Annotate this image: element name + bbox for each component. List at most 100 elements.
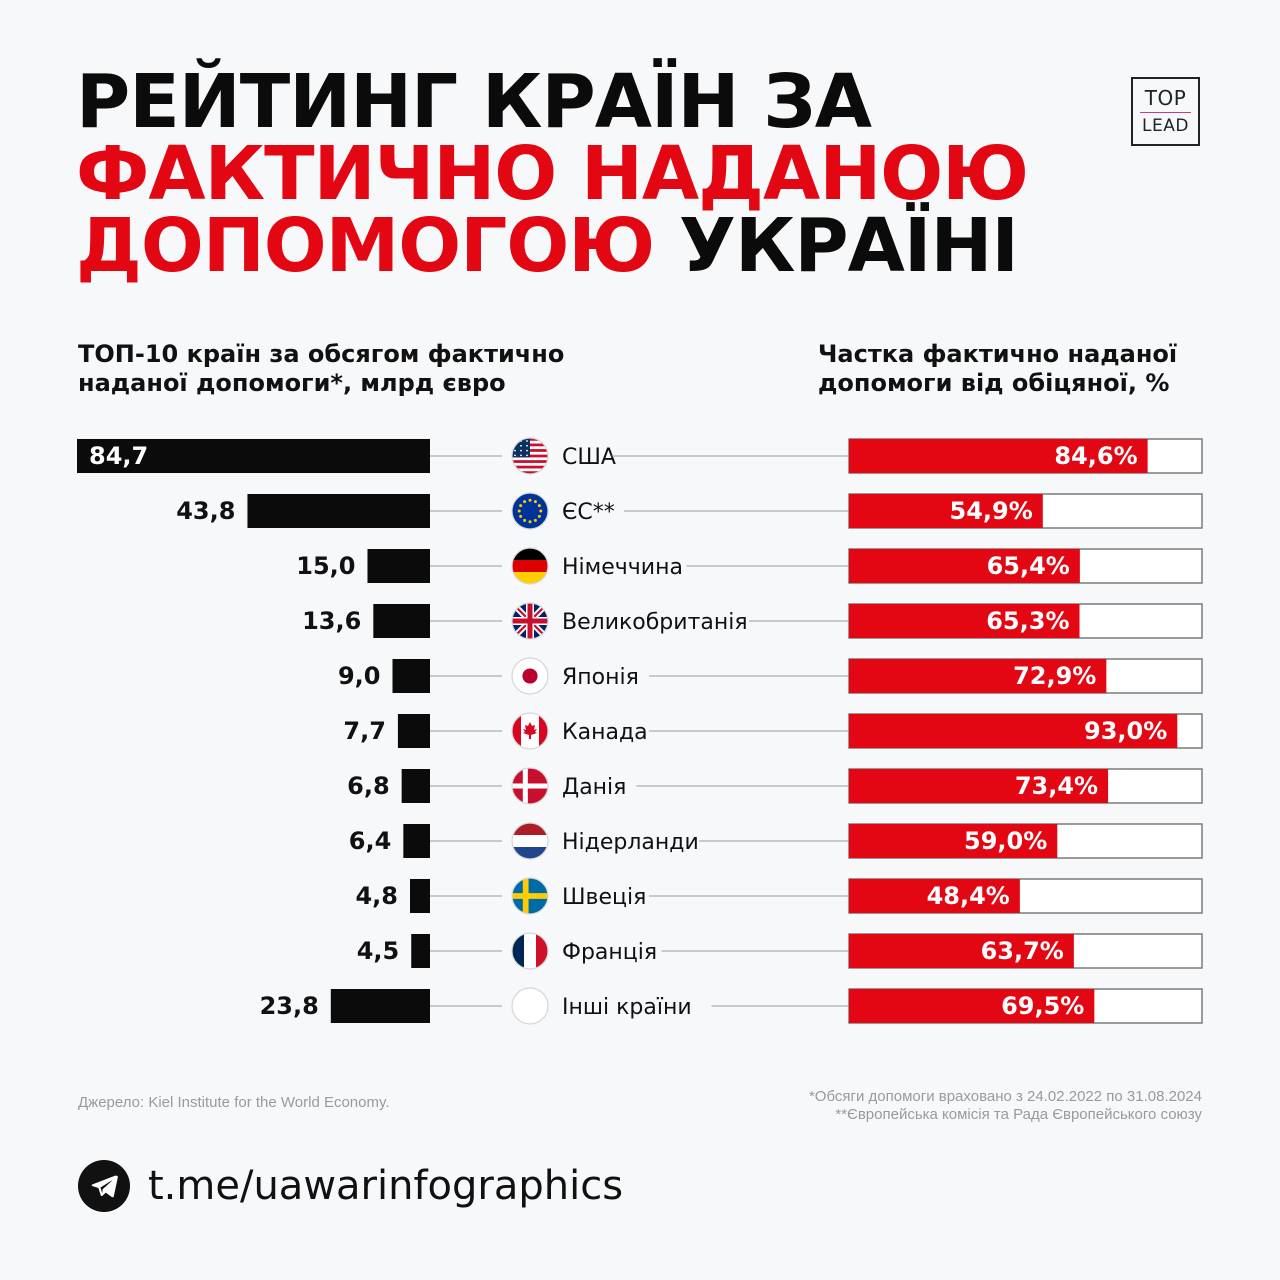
country-name: Німеччина bbox=[562, 555, 683, 580]
country-name: ЄС** bbox=[562, 500, 615, 525]
chart-row: 4,5 Франція 63,7% bbox=[357, 932, 1203, 970]
country-name: Японія bbox=[562, 665, 639, 690]
source-note: Джерело: Kiel Institute for the World Ec… bbox=[78, 1094, 390, 1111]
dk-flag-icon-outline bbox=[511, 767, 549, 805]
chart-row: 6,4 Нідерланди 59,0% bbox=[349, 822, 1203, 860]
chart-row: 4,8 Швеція 48,4% bbox=[355, 877, 1203, 915]
country-name: Франція bbox=[562, 940, 657, 965]
chart-row: 15,0 Німеччина 65,4% bbox=[296, 547, 1203, 585]
country-name: Нідерланди bbox=[562, 830, 699, 855]
gb-flag-icon-outline bbox=[511, 602, 549, 640]
footnote-period: *Обсяги допомоги враховано з 24.02.2022 … bbox=[808, 1088, 1202, 1105]
chart-row: 9,0 Японія 72,9% bbox=[338, 657, 1203, 695]
left-subtitle-line-1: ТОП-10 країн за обсягом фактично bbox=[78, 340, 565, 368]
chart-row: 13,6 Великобританія 65,3% bbox=[302, 602, 1203, 640]
blank-flag-icon-outline bbox=[511, 987, 549, 1025]
telegram-link-row[interactable]: t.me/uawarinfographics bbox=[78, 1160, 623, 1212]
title-line-2: ФАКТИЧНО НАДАНОЮ bbox=[76, 131, 1029, 217]
eu-flag-icon bbox=[512, 493, 548, 529]
aid-volume-label: 4,8 bbox=[355, 882, 398, 910]
right-subtitle-line-2: допомоги від обіцяної, % bbox=[818, 369, 1170, 397]
nl-flag-icon-outline bbox=[511, 822, 549, 860]
blank-flag-icon bbox=[512, 988, 548, 1024]
country-name: Канада bbox=[562, 720, 648, 745]
share-bar bbox=[849, 934, 1074, 968]
right-chart-subtitle: Частка фактично наданої допомоги від обі… bbox=[818, 340, 1238, 398]
jp-flag-icon bbox=[512, 658, 548, 694]
telegram-link[interactable]: t.me/uawarinfographics bbox=[148, 1163, 624, 1209]
share-bar bbox=[849, 879, 1020, 913]
left-subtitle-line-2: наданої допомоги*, млрд євро bbox=[78, 369, 506, 397]
logo-top-text: TOP bbox=[1144, 86, 1187, 110]
us-flag-icon-outline bbox=[511, 437, 549, 475]
logo-bottom-text: LEAD bbox=[1142, 116, 1189, 136]
dk-flag-icon bbox=[512, 768, 548, 804]
share-label: 72,9% bbox=[1013, 662, 1096, 690]
ca-flag-icon bbox=[512, 713, 548, 749]
aid-ranking-chart: 84,7 США 84,6% 43,8 ЄС** 54,9% 15,0 Німеччина 65… bbox=[77, 437, 1203, 1025]
share-bar bbox=[849, 824, 1058, 858]
chart-row: 6,8 Данія 73,4% bbox=[347, 767, 1203, 805]
aid-volume-bar bbox=[247, 494, 430, 528]
share-label: 54,9% bbox=[950, 497, 1033, 525]
ca-flag-icon-outline bbox=[511, 712, 549, 750]
right-subtitle-line-1: Частка фактично наданої bbox=[818, 340, 1178, 368]
aid-volume-bar bbox=[367, 549, 430, 583]
share-label: 93,0% bbox=[1084, 717, 1167, 745]
telegram-icon[interactable] bbox=[78, 1160, 130, 1212]
aid-volume-label: 43,8 bbox=[176, 497, 235, 525]
gb-flag-icon bbox=[512, 603, 548, 639]
share-bar bbox=[849, 439, 1148, 473]
footnotes: *Обсяги допомоги враховано з 24.02.2022 … bbox=[809, 1088, 1202, 1124]
top-lead-logo: TOP LEAD bbox=[1131, 77, 1200, 146]
share-label: 73,4% bbox=[1015, 772, 1098, 800]
aid-volume-label: 13,6 bbox=[302, 607, 361, 635]
share-label: 84,6% bbox=[1054, 442, 1137, 470]
share-bar bbox=[849, 714, 1178, 748]
aid-volume-label: 23,8 bbox=[260, 992, 319, 1020]
de-flag-icon-outline bbox=[511, 547, 549, 585]
share-bar bbox=[849, 989, 1095, 1023]
aid-volume-bar bbox=[397, 714, 430, 748]
aid-volume-label: 6,8 bbox=[347, 772, 390, 800]
aid-volume-bar bbox=[403, 824, 430, 858]
title-line-3-red: ДОПОМОГОЮ bbox=[76, 203, 655, 289]
aid-volume-label: 84,7 bbox=[89, 442, 148, 470]
share-bar bbox=[849, 604, 1080, 638]
aid-volume-label: 15,0 bbox=[296, 552, 355, 580]
chart-row: 43,8 ЄС** 54,9% bbox=[176, 492, 1203, 530]
aid-volume-bar bbox=[373, 604, 430, 638]
share-bar bbox=[849, 659, 1107, 693]
share-label: 48,4% bbox=[927, 882, 1010, 910]
chart-row: 23,8 Інші країни 69,5% bbox=[260, 987, 1203, 1025]
us-flag-icon bbox=[512, 438, 548, 474]
share-bar bbox=[849, 769, 1109, 803]
country-name: Данія bbox=[562, 775, 626, 800]
fr-flag-icon-outline bbox=[511, 932, 549, 970]
share-label: 69,5% bbox=[1001, 992, 1084, 1020]
jp-flag-icon-outline bbox=[511, 657, 549, 695]
title-line-1: РЕЙТИНГ КРАЇН ЗА bbox=[76, 59, 872, 145]
share-bar bbox=[849, 549, 1080, 583]
aid-volume-label: 4,5 bbox=[357, 937, 400, 965]
title-line-3-dark: УКРАЇНІ bbox=[678, 203, 1019, 289]
aid-volume-label: 6,4 bbox=[349, 827, 392, 855]
aid-volume-bar bbox=[77, 439, 430, 473]
aid-volume-bar bbox=[330, 989, 430, 1023]
aid-volume-bar bbox=[392, 659, 430, 693]
country-name: США bbox=[562, 445, 616, 470]
share-label: 65,3% bbox=[986, 607, 1069, 635]
left-chart-subtitle: ТОП-10 країн за обсягом фактично наданої… bbox=[78, 340, 638, 398]
logo-divider bbox=[1140, 112, 1191, 113]
se-flag-icon bbox=[512, 878, 548, 914]
aid-volume-label: 7,7 bbox=[343, 717, 386, 745]
share-label: 65,4% bbox=[987, 552, 1070, 580]
aid-volume-bar bbox=[409, 879, 430, 913]
aid-volume-bar bbox=[401, 769, 430, 803]
eu-flag-icon-outline bbox=[511, 492, 549, 530]
aid-volume-label: 9,0 bbox=[338, 662, 381, 690]
page-title: РЕЙТИНГ КРАЇН ЗА ФАКТИЧНО НАДАНОЮ ДОПОМО… bbox=[76, 59, 1106, 283]
country-name: Великобританія bbox=[562, 610, 748, 635]
country-name: Швеція bbox=[562, 885, 646, 910]
share-label: 59,0% bbox=[964, 827, 1047, 855]
